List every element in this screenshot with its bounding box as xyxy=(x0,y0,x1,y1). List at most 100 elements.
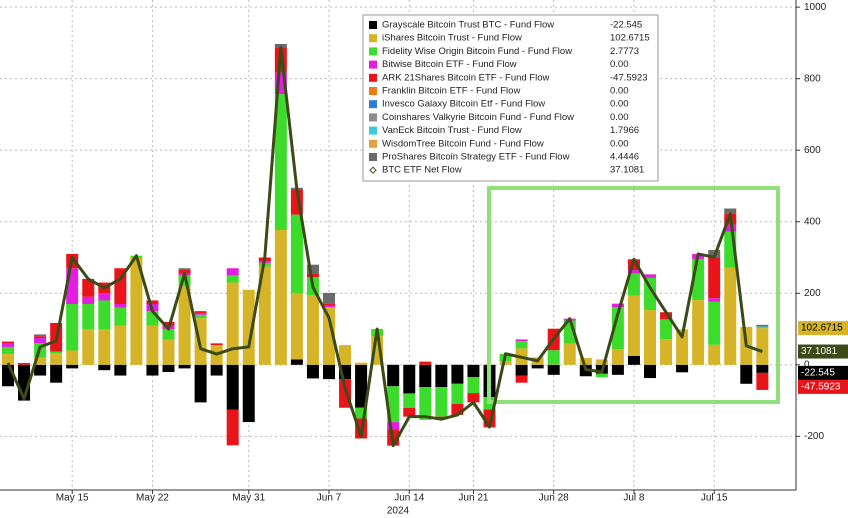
y-tick-label: 0 xyxy=(804,359,810,370)
legend-swatch xyxy=(369,113,377,122)
bar-segment xyxy=(644,274,656,278)
x-tick-label: Jun 14 xyxy=(394,493,424,504)
bar-segment xyxy=(66,304,79,351)
legend-swatch xyxy=(369,139,377,148)
bar-segment xyxy=(178,270,191,274)
bar-segment xyxy=(403,393,416,408)
bar-segment xyxy=(419,361,432,365)
bar-segment xyxy=(627,259,640,271)
bar-segment xyxy=(258,266,271,365)
bar-segment xyxy=(194,311,207,313)
y-tick-label: 600 xyxy=(804,145,821,156)
bar-segment xyxy=(756,372,769,390)
bar-segment xyxy=(114,325,127,365)
bar-segment xyxy=(290,214,303,294)
bar-segment xyxy=(114,304,127,308)
bar-segment xyxy=(98,293,111,301)
bar-segment xyxy=(403,364,416,394)
bar-segment xyxy=(178,364,191,369)
bar-segment xyxy=(323,303,335,306)
highlight-box xyxy=(487,186,780,404)
bar-segment xyxy=(226,364,239,410)
bar-segment xyxy=(467,364,480,377)
legend-value: 0.00 xyxy=(610,99,629,110)
bar-segment xyxy=(403,407,416,417)
bar-segment xyxy=(50,364,63,383)
bar-segment xyxy=(323,305,335,308)
bar-segment xyxy=(435,364,448,387)
bar-segment xyxy=(66,364,79,369)
y-tick-label: 200 xyxy=(804,288,821,299)
bar-segment xyxy=(419,364,432,387)
legend-label: Franklin Bitcoin ETF - Fund Flow xyxy=(382,86,520,97)
legend-marker xyxy=(369,166,377,174)
y-tick-label: 400 xyxy=(804,216,821,227)
bar-segment xyxy=(194,314,207,319)
x-tick-label: Jun 7 xyxy=(317,493,342,504)
legend-swatch xyxy=(369,87,377,95)
bar-segment xyxy=(756,324,769,327)
legend-swatch xyxy=(369,153,377,161)
bar-segment xyxy=(162,339,175,365)
bar-segment xyxy=(660,339,673,365)
bar-segment xyxy=(676,329,689,365)
bar-segment xyxy=(194,364,207,403)
bar-segment xyxy=(82,278,95,297)
bar-segment xyxy=(611,303,624,308)
end-label-box xyxy=(798,365,848,380)
legend-value: 0.00 xyxy=(610,112,629,123)
legend-label: Grayscale Bitcoin Trust BTC - Fund Flow xyxy=(382,20,554,31)
bar-segment xyxy=(162,329,175,340)
bar-segment xyxy=(98,364,111,371)
bar-segment xyxy=(194,312,207,315)
bar-segment xyxy=(162,364,175,372)
end-label-box xyxy=(798,321,848,336)
bar-segment xyxy=(114,364,127,376)
bar-segment xyxy=(451,403,464,415)
bar-segment xyxy=(210,343,223,346)
bar-segment xyxy=(210,364,223,376)
bar-segment xyxy=(724,208,737,214)
bar-segment xyxy=(274,229,287,365)
bar-segment xyxy=(2,354,14,365)
bar-segment xyxy=(82,329,95,365)
y-tick-label: -200 xyxy=(804,431,824,442)
x-sublabel: 2024 xyxy=(387,506,410,517)
bar-segment xyxy=(547,364,560,375)
net-line xyxy=(6,46,763,448)
bar-segment xyxy=(226,268,239,276)
end-label: -47.5923 xyxy=(801,382,841,393)
bar-segment xyxy=(226,275,239,283)
bar-segment xyxy=(708,298,721,302)
bar-segment xyxy=(34,364,47,376)
bar-segment xyxy=(355,362,368,365)
legend-label: Fidelity Wise Origin Bitcoin Fund - Fund… xyxy=(382,46,572,57)
bar-segment xyxy=(290,359,303,365)
bar-segment xyxy=(756,327,769,329)
bar-segment xyxy=(323,307,335,365)
legend-label: WisdomTree Bitcoin Fund - Fund Flow xyxy=(382,138,544,149)
end-label-box xyxy=(798,379,848,394)
bar-segment xyxy=(660,319,673,340)
bar-segment xyxy=(98,329,111,365)
bar-segment xyxy=(627,270,640,274)
bar-segment xyxy=(355,407,368,419)
legend-label: ARK 21Shares Bitcoin ETF - Fund Flow xyxy=(382,72,550,83)
legend-label: Bitwise Bitcoin ETF - Fund Flow xyxy=(382,59,517,70)
bar-segment xyxy=(611,307,624,350)
bar-segment xyxy=(515,364,528,376)
bar-segment xyxy=(306,364,319,379)
bar-segment xyxy=(274,94,287,230)
legend-value: 4.4446 xyxy=(610,152,639,163)
bar-segment xyxy=(467,393,480,403)
end-label: 102.6715 xyxy=(801,323,843,334)
legend-value: 2.7773 xyxy=(610,46,639,57)
bar-segment xyxy=(756,328,769,365)
legend-swatch xyxy=(369,60,377,69)
bar-segment xyxy=(66,350,79,365)
bar-segment xyxy=(306,273,319,278)
bar-segment xyxy=(323,292,335,304)
bar-segment xyxy=(146,325,159,365)
legend-value: 0.00 xyxy=(610,138,629,149)
